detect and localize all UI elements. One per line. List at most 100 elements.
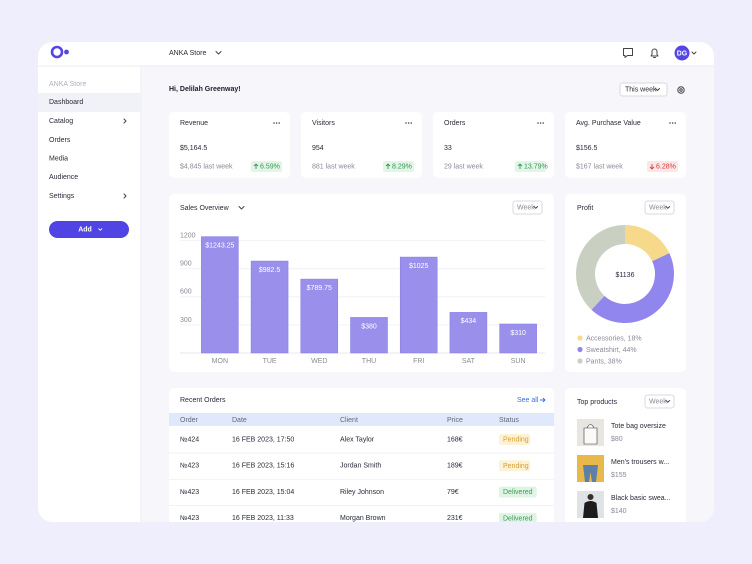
- nav-item[interactable]: Media: [49, 155, 68, 162]
- menu-dot: [273, 122, 275, 124]
- product-price: $140: [611, 508, 627, 515]
- sales-period-chevron: [533, 206, 539, 209]
- product-thumb: [577, 419, 604, 446]
- bar[interactable]: [250, 260, 289, 354]
- profit-donut-chart: Accessories, 18% Sweatshirt, 44% Pants, 38…: [576, 225, 674, 365]
- products-title: Top products: [577, 399, 618, 406]
- trend-arrow: [253, 163, 259, 169]
- profit-period-chevron: [665, 206, 671, 209]
- orders-header-bg: [169, 413, 554, 426]
- notifications-icon[interactable]: [650, 48, 659, 58]
- stat-label: Avg. Purchase Value: [576, 120, 641, 127]
- nav-item[interactable]: Orders: [49, 137, 71, 144]
- stat-previous: $167 last week: [576, 163, 623, 170]
- stat-previous: $4,845 last week: [180, 163, 233, 170]
- logo-dot: [64, 49, 69, 55]
- trend-arrow: [385, 163, 391, 169]
- donut-segment[interactable]: [625, 225, 670, 262]
- donut-segment[interactable]: [591, 253, 674, 323]
- stat-label: Revenue: [180, 120, 208, 127]
- change-badge: [515, 161, 546, 172]
- donut-center-label: $1136: [616, 272, 635, 279]
- profit-period-select[interactable]: [644, 200, 675, 215]
- logo[interactable]: [50, 45, 64, 59]
- bar[interactable]: [399, 256, 438, 354]
- thumb-head: [587, 494, 594, 500]
- stat-label: Visitors: [312, 120, 335, 127]
- y-tick-label: 300: [180, 317, 192, 324]
- bar[interactable]: [201, 236, 239, 354]
- stat-label: Orders: [444, 120, 466, 127]
- avatar[interactable]: [674, 45, 690, 61]
- products-period-chevron: [665, 400, 671, 403]
- table-cell: 79€: [447, 489, 459, 496]
- settings-chevron: [123, 193, 127, 199]
- catalog-chevron: [123, 118, 127, 124]
- add-chevron: [98, 228, 103, 231]
- sidebar-nav: Dashboard Catalog Orders Media Audience Setti…: [49, 99, 83, 200]
- store-name[interactable]: ANKA Store: [169, 50, 206, 57]
- change-value: 6.28%: [656, 164, 676, 171]
- nav-item[interactable]: Audience: [49, 174, 78, 181]
- menu-dot: [669, 122, 671, 124]
- settings-icon[interactable]: [677, 86, 685, 94]
- status-label: Pending: [503, 437, 529, 444]
- table-header: Order: [180, 417, 199, 424]
- see-all-arrow: [540, 397, 546, 403]
- stat-previous: 29 last week: [444, 163, 483, 170]
- table-cell: Riley Johnson: [340, 489, 384, 496]
- table-cell: 16 FEB 2023, 15:04: [232, 489, 294, 496]
- product-thumb: [577, 455, 604, 482]
- product-name[interactable]: Black basic swea...: [611, 495, 671, 502]
- table-cell: 16 FEB 2023, 15:16: [232, 463, 294, 470]
- sales-title-chevron: [238, 206, 245, 210]
- active-item-bg: [38, 93, 141, 112]
- menu-dot: [542, 122, 544, 124]
- period-chevron: [655, 88, 660, 91]
- nav-item[interactable]: Catalog: [49, 118, 73, 125]
- period-select[interactable]: [619, 82, 668, 97]
- legend-label: Pants, 38%: [586, 358, 622, 365]
- stat-cards: Revenue $5,164.5 $4,845 last week 6.59% Visi…: [169, 112, 686, 178]
- menu-dot[interactable]: [275, 122, 278, 124]
- bar-value-label: $789.75: [307, 285, 332, 292]
- menu-dot[interactable]: [539, 122, 542, 124]
- bar-value-label: $982.5: [259, 267, 281, 274]
- change-badge: [647, 161, 678, 172]
- menu-dot[interactable]: [407, 122, 410, 124]
- bar-value-label: $310: [510, 330, 526, 337]
- profit-title: Profit: [577, 205, 593, 212]
- table-cell: Jordan Smith: [340, 463, 381, 470]
- add-button[interactable]: [49, 221, 129, 238]
- sidebar-section: ANKA Store: [49, 81, 86, 88]
- bar[interactable]: [449, 312, 488, 354]
- bar-value-label: $380: [361, 323, 377, 330]
- bar[interactable]: [499, 323, 537, 354]
- change-badge: [383, 161, 414, 172]
- nav-item[interactable]: Dashboard: [49, 99, 83, 106]
- table-cell: №423: [180, 515, 199, 522]
- stat-value: $5,164.5: [180, 145, 207, 152]
- product-name[interactable]: Men's trousers w...: [611, 459, 669, 466]
- menu-dot[interactable]: [671, 122, 674, 124]
- table-header: Status: [499, 417, 519, 424]
- sales-title: Sales Overview: [180, 205, 230, 212]
- donut-segment[interactable]: [576, 225, 625, 310]
- profit-period-label: Week: [649, 205, 667, 212]
- stat-value: $156.5: [576, 145, 598, 152]
- avatar-initials: DG: [677, 50, 688, 57]
- nav-item[interactable]: Settings: [49, 193, 75, 200]
- gear-hub: [679, 88, 683, 92]
- product-name[interactable]: Tote bag oversize: [611, 423, 666, 430]
- table-cell: 231€: [447, 515, 463, 522]
- status-label: Delivered: [503, 489, 533, 496]
- bar-value-label: $1025: [409, 263, 429, 270]
- status-pill: [499, 486, 537, 498]
- bar[interactable]: [300, 278, 339, 354]
- messages-icon[interactable]: [623, 48, 633, 58]
- see-all-link[interactable]: See all: [517, 397, 539, 404]
- thumb-bag: [583, 424, 598, 445]
- sales-period-select[interactable]: [512, 200, 543, 215]
- bar[interactable]: [350, 317, 388, 354]
- products-period-select[interactable]: [644, 394, 675, 409]
